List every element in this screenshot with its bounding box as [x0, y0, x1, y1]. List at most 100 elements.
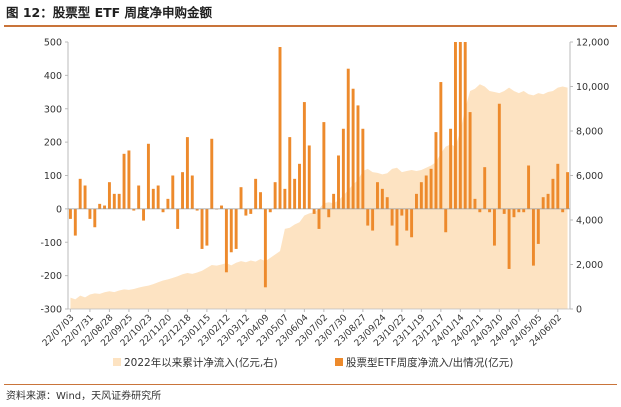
flow-bar	[146, 143, 150, 209]
flow-bar	[156, 185, 160, 209]
flow-bar	[283, 188, 287, 209]
flow-bar	[522, 208, 526, 213]
legend: 2022年以来累计净流入(亿元,右) 股票型ETF周度净流入/出情况(亿元)	[113, 356, 513, 369]
flow-bar	[302, 102, 306, 209]
flow-bar	[181, 172, 184, 209]
flow-bar	[361, 128, 365, 209]
flow-bar	[463, 42, 467, 209]
title-rule	[4, 25, 617, 27]
right-tick-label: 0	[576, 305, 582, 316]
left-tick-label: 200	[44, 138, 62, 149]
right-tick-label: 10,000	[576, 82, 609, 93]
flow-bar	[429, 168, 433, 209]
flow-bar	[171, 175, 175, 209]
flow-bar	[424, 175, 428, 209]
flow-bar	[536, 208, 540, 244]
etf-weekly-flow-chart: -300 -200 -100 0 100 200 300 400 500 0 2,000 4,000 6…	[40, 38, 609, 370]
flow-bar	[263, 208, 267, 288]
flow-bar	[210, 138, 214, 209]
flow-bar	[390, 208, 394, 226]
flow-bar	[527, 165, 531, 209]
flow-bar	[502, 208, 506, 214]
flow-bar	[444, 208, 448, 233]
flow-bar	[244, 208, 248, 216]
flow-bar	[224, 208, 228, 273]
flow-bar	[561, 208, 565, 213]
flow-bar	[419, 182, 423, 209]
flow-bar	[166, 198, 170, 209]
flow-bar	[366, 208, 370, 226]
left-tick-label: 300	[44, 104, 62, 115]
flow-bar	[541, 197, 545, 209]
flow-bar	[356, 105, 360, 209]
flow-bar	[161, 208, 165, 213]
flow-bar	[298, 163, 301, 209]
legend-label-area: 2022年以来累计净流入(亿元,右)	[124, 356, 278, 369]
flow-bar	[332, 193, 336, 209]
flow-bar	[78, 178, 82, 209]
flow-bar	[132, 208, 136, 211]
flow-bar	[478, 208, 482, 213]
flow-bar	[546, 193, 550, 209]
flow-bar	[380, 188, 384, 209]
flow-bar	[531, 208, 535, 266]
flow-bar	[376, 182, 379, 209]
flow-bar	[492, 208, 496, 246]
legend-swatch-area	[113, 358, 121, 366]
cumulative-area	[70, 84, 568, 309]
flow-bar	[517, 208, 521, 213]
right-tick-label: 12,000	[576, 38, 609, 49]
flow-bar	[103, 205, 107, 209]
flow-bar	[449, 128, 453, 209]
flow-bar	[273, 182, 277, 209]
flow-bar	[68, 208, 72, 219]
flow-bar	[259, 192, 262, 209]
flow-bar	[107, 182, 111, 209]
flow-bar	[410, 208, 414, 238]
flow-bar	[122, 153, 126, 209]
flow-bar	[195, 208, 199, 211]
flow-bar	[249, 208, 253, 214]
legend-swatch-bar	[335, 358, 343, 366]
flow-bar	[312, 208, 316, 214]
flow-bar	[556, 163, 560, 209]
flow-bar	[551, 178, 555, 209]
cumulative-area-layer	[70, 84, 568, 309]
left-tick-label: 0	[56, 204, 62, 215]
flow-bar	[483, 167, 487, 209]
flow-bar	[239, 187, 243, 209]
left-tick-label: -200	[40, 271, 62, 282]
flow-bar	[458, 42, 462, 209]
flow-bar	[454, 42, 457, 209]
legend-label-bar: 股票型ETF周度净流入/出情况(亿元)	[346, 356, 513, 369]
flow-bar	[234, 208, 238, 249]
flow-bar	[137, 185, 141, 209]
flow-bar	[293, 178, 297, 209]
flow-bar	[341, 128, 345, 209]
left-tick-label: 400	[44, 71, 62, 82]
flow-bar	[497, 103, 501, 209]
flow-bar	[371, 208, 375, 231]
flow-bar	[351, 88, 355, 209]
figure-title: 图 12：股票型 ETF 周度净申购金额	[6, 5, 213, 20]
flow-bar	[73, 208, 77, 236]
weekly-bar-layer	[68, 42, 570, 288]
flow-bar	[488, 208, 492, 213]
flow-bar	[176, 208, 180, 229]
flow-bar	[98, 203, 102, 209]
flow-bar	[200, 208, 204, 249]
flow-bar	[288, 137, 292, 209]
left-tick-label: -100	[40, 238, 62, 249]
flow-bar	[434, 132, 438, 209]
flow-bar	[473, 198, 477, 209]
flow-bar	[507, 208, 511, 269]
bottom-rule	[4, 384, 617, 385]
right-tick-label: 4,000	[576, 216, 603, 227]
flow-bar	[322, 122, 326, 209]
flow-bar	[278, 47, 282, 209]
flow-bar	[142, 208, 145, 221]
right-tick-label: 2,000	[576, 260, 603, 271]
flow-bar	[117, 193, 121, 209]
flow-bar	[185, 137, 189, 209]
left-tick-label: 500	[44, 38, 62, 49]
